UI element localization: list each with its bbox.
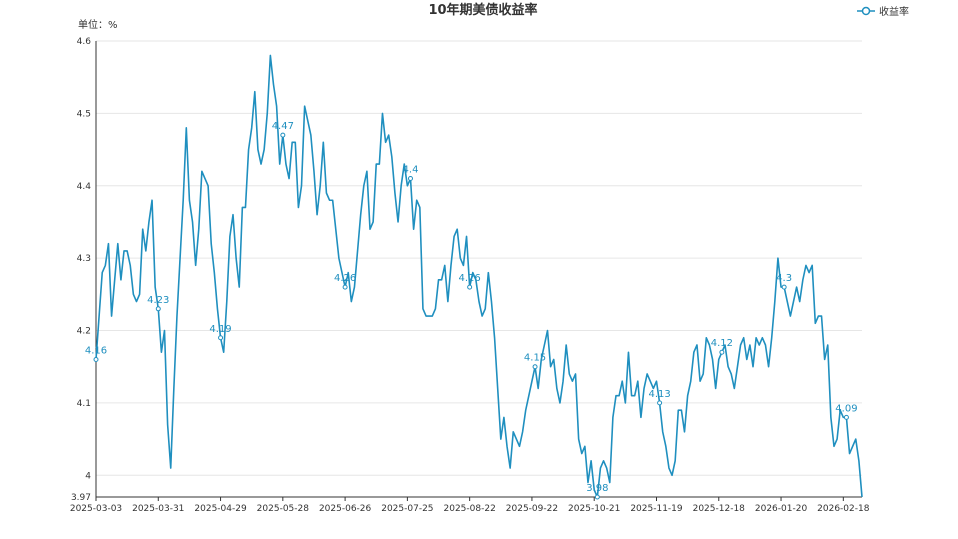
data-point xyxy=(93,356,99,362)
x-tick-label: 2025-05-28 xyxy=(257,504,310,514)
data-point xyxy=(155,306,161,312)
legend-marker-icon xyxy=(861,6,871,16)
legend-label: 收益率 xyxy=(879,5,909,18)
x-tick-label: 2025-12-18 xyxy=(693,504,746,514)
y-tick-label: 3.97 xyxy=(71,493,91,503)
x-tick-label: 2025-11-19 xyxy=(630,504,683,514)
grid-lines xyxy=(96,40,862,476)
data-label: 4.09 xyxy=(835,403,857,414)
data-label: 4.23 xyxy=(147,295,169,306)
y-tick-label: 4.3 xyxy=(77,254,91,264)
y-axis: 4.6 4.5 4.4 4.3 4.2 4.1 4 3.97 xyxy=(71,37,97,503)
y-tick-label: 4.2 xyxy=(77,327,91,337)
data-label: 4.16 xyxy=(85,345,107,356)
data-point xyxy=(342,284,348,290)
series-line xyxy=(95,54,863,498)
y-tick-label: 4.6 xyxy=(77,37,92,47)
x-tick-label: 2025-09-22 xyxy=(506,504,558,514)
x-tick-label: 2025-03-03 xyxy=(70,504,122,514)
y-unit-label: 单位：% xyxy=(78,18,118,31)
x-axis: 2025-03-03 2025-03-31 2025-04-29 2025-05-28… xyxy=(70,496,870,514)
data-point xyxy=(719,349,725,355)
series-line-path xyxy=(95,54,863,498)
x-tick-label: 2025-07-25 xyxy=(381,504,433,514)
data-label: 4.4 xyxy=(403,165,419,176)
data-label: 4.47 xyxy=(272,121,294,132)
data-point xyxy=(781,284,787,290)
data-label: 4.26 xyxy=(334,273,356,284)
chart-title: 10年期美债收益率 xyxy=(428,2,537,18)
x-tick-label: 2025-06-26 xyxy=(319,504,372,514)
data-label: 4.15 xyxy=(524,353,546,364)
y-tick-label: 4.1 xyxy=(77,399,91,409)
data-point xyxy=(532,364,538,370)
x-tick-label: 2026-01-20 xyxy=(755,504,808,514)
data-point xyxy=(594,494,600,500)
x-tick-label: 2025-08-22 xyxy=(444,504,496,514)
y-tick-label: 4.5 xyxy=(77,109,91,119)
data-label: 3.98 xyxy=(586,483,608,494)
data-point xyxy=(218,335,224,341)
data-point xyxy=(843,414,849,420)
x-tick-label: 2026-02-18 xyxy=(817,504,870,514)
x-tick-label: 2025-04-29 xyxy=(194,504,247,514)
data-label: 4.12 xyxy=(711,338,733,349)
data-point xyxy=(280,132,286,138)
data-point xyxy=(657,400,663,406)
data-label: 4.26 xyxy=(459,273,481,284)
x-tick-label: 2025-03-31 xyxy=(132,504,184,514)
x-tick-label: 2025-10-21 xyxy=(568,504,620,514)
legend[interactable]: 收益率 xyxy=(857,5,909,18)
y-tick-label: 4.4 xyxy=(77,182,92,192)
data-label: 4.3 xyxy=(776,273,792,284)
y-tick-label: 4 xyxy=(85,471,91,481)
data-point xyxy=(407,176,413,182)
data-labels: 4.16 4.23 4.19 4.47 4.26 4.4 4.26 4.15 3.98 4.13 4… xyxy=(85,121,858,500)
data-label: 4.13 xyxy=(648,389,670,400)
data-label: 4.19 xyxy=(209,324,231,335)
data-point xyxy=(467,284,473,290)
